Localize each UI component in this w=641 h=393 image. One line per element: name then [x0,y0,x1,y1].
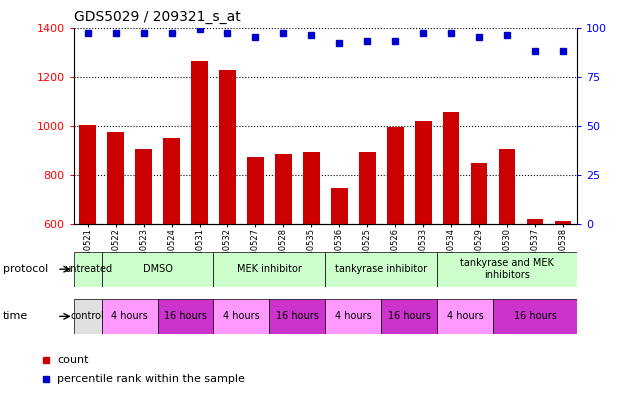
Text: protocol: protocol [3,264,49,274]
Bar [102,252,213,287]
Text: tankyrase inhibitor: tankyrase inhibitor [335,264,428,274]
Bar [470,163,487,224]
Bar [269,299,325,334]
Bar [158,299,213,334]
Text: DMSO: DMSO [143,264,172,274]
Text: time: time [3,311,28,321]
Text: 16 hours: 16 hours [388,311,431,321]
Text: control: control [71,311,104,321]
Bar [437,299,493,334]
Text: GDS5029 / 209321_s_at: GDS5029 / 209321_s_at [74,9,240,24]
Text: count: count [57,354,88,365]
Bar [79,125,96,224]
Bar [526,219,544,224]
Bar [554,221,571,224]
Text: 16 hours: 16 hours [513,311,556,321]
Bar [415,121,431,224]
Bar [359,152,376,224]
Text: 4 hours: 4 hours [112,311,148,321]
Bar [213,252,325,287]
Text: MEK inhibitor: MEK inhibitor [237,264,302,274]
Text: 4 hours: 4 hours [335,311,372,321]
Bar [247,157,264,224]
Text: untreated: untreated [63,264,112,274]
Bar [331,188,347,224]
Text: 4 hours: 4 hours [447,311,483,321]
Bar [493,299,577,334]
Bar [303,152,320,224]
Bar [191,61,208,224]
Bar [381,299,437,334]
Bar [74,299,102,334]
Text: 4 hours: 4 hours [223,311,260,321]
Bar [325,299,381,334]
Bar [443,112,460,224]
Bar [387,127,404,224]
Bar [275,154,292,224]
Bar [325,252,437,287]
Bar [107,132,124,224]
Text: tankyrase and MEK
inhibitors: tankyrase and MEK inhibitors [460,259,554,280]
Text: 16 hours: 16 hours [164,311,207,321]
Bar [437,252,577,287]
Text: percentile rank within the sample: percentile rank within the sample [57,374,245,384]
Bar [219,70,236,224]
Bar [74,252,102,287]
Bar [163,138,180,224]
Bar [102,299,158,334]
Bar [499,149,515,224]
Bar [135,149,152,224]
Bar [213,299,269,334]
Text: 16 hours: 16 hours [276,311,319,321]
